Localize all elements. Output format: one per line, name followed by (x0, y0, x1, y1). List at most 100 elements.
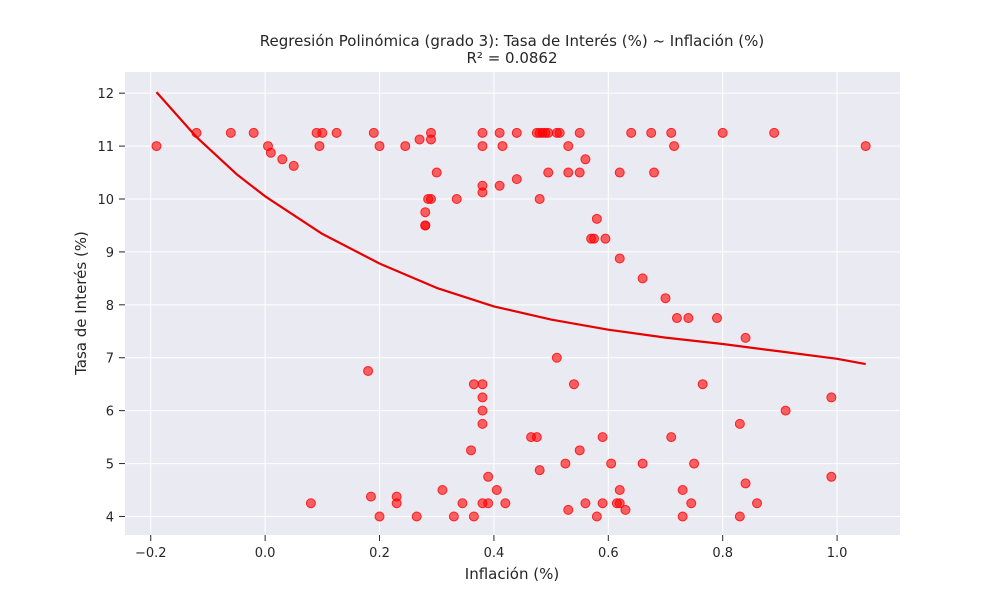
data-point (860, 141, 871, 152)
x-tick-label: 0.2 (369, 546, 390, 561)
data-point (666, 432, 677, 443)
data-point (543, 127, 554, 138)
data-point (225, 127, 236, 138)
data-point (288, 160, 299, 171)
chart-subtitle: R² = 0.0862 (466, 49, 557, 67)
data-point (826, 392, 837, 403)
data-point (563, 504, 574, 515)
data-point (580, 154, 591, 165)
data-point (363, 365, 374, 376)
data-point (600, 233, 611, 244)
data-point (677, 511, 688, 522)
data-point (534, 465, 545, 476)
data-point (683, 313, 694, 324)
data-point (391, 498, 402, 509)
data-point (574, 127, 585, 138)
data-point (669, 141, 680, 152)
data-point (151, 141, 162, 152)
data-point (780, 405, 791, 416)
data-point (734, 418, 745, 429)
data-point (689, 458, 700, 469)
data-point (620, 504, 631, 515)
data-point (420, 220, 431, 231)
data-point (734, 511, 745, 522)
data-point (606, 458, 617, 469)
data-point (660, 293, 671, 304)
data-point (740, 332, 751, 343)
data-point (365, 491, 376, 502)
data-point (374, 141, 385, 152)
y-tick-label: 4 (106, 510, 114, 525)
x-axis-label: Inflación (%) (465, 565, 559, 583)
data-point (677, 485, 688, 496)
data-point (437, 485, 448, 496)
data-point (531, 432, 542, 443)
data-point (637, 273, 648, 284)
data-point (411, 511, 422, 522)
data-point (477, 405, 488, 416)
data-point (265, 147, 276, 158)
data-point (494, 180, 505, 191)
data-point (314, 141, 325, 152)
grid (125, 72, 900, 535)
data-point (477, 379, 488, 390)
data-point (649, 167, 660, 178)
data-point (483, 471, 494, 482)
data-point (425, 193, 436, 204)
y-tick-label: 9 (106, 246, 114, 261)
data-point (305, 498, 316, 509)
data-point (717, 127, 728, 138)
y-ticks: 4 5 6 7 8 9 10 11 12 (97, 87, 125, 525)
y-axis-label: Tasa de Interés (%) (72, 231, 90, 376)
data-point (511, 174, 522, 185)
x-tick-label: 1.0 (827, 546, 848, 561)
data-point (477, 141, 488, 152)
data-point (614, 167, 625, 178)
x-tick-label: 0.0 (255, 546, 276, 561)
data-point (374, 511, 385, 522)
data-point (711, 313, 722, 324)
data-point (500, 498, 511, 509)
data-point (511, 127, 522, 138)
data-point (491, 485, 502, 496)
data-point (637, 458, 648, 469)
data-point (551, 352, 562, 363)
data-point (494, 127, 505, 138)
data-point (591, 213, 602, 224)
data-point (671, 313, 682, 324)
data-point (769, 127, 780, 138)
data-point (752, 498, 763, 509)
data-point (626, 127, 637, 138)
data-point (468, 379, 479, 390)
data-point (697, 379, 708, 390)
data-point (543, 167, 554, 178)
data-point (451, 193, 462, 204)
data-point (448, 511, 459, 522)
data-point (277, 154, 288, 165)
data-point (477, 392, 488, 403)
data-point (563, 141, 574, 152)
data-point (420, 207, 431, 218)
x-tick-label: 0.6 (598, 546, 619, 561)
data-point (614, 498, 625, 509)
data-point (317, 127, 328, 138)
y-tick-label: 12 (97, 87, 114, 102)
data-point (614, 253, 625, 264)
data-point (580, 498, 591, 509)
y-tick-label: 7 (106, 352, 114, 367)
data-point (400, 141, 411, 152)
data-point (563, 167, 574, 178)
data-point (646, 127, 657, 138)
data-point (568, 379, 579, 390)
y-tick-label: 8 (106, 299, 114, 314)
data-point (591, 511, 602, 522)
data-point (331, 127, 342, 138)
data-point (466, 445, 477, 456)
data-point (597, 432, 608, 443)
y-tick-label: 11 (97, 140, 114, 155)
y-tick-label: 6 (106, 405, 114, 420)
data-point (468, 511, 479, 522)
data-point (248, 127, 259, 138)
data-point (740, 478, 751, 489)
